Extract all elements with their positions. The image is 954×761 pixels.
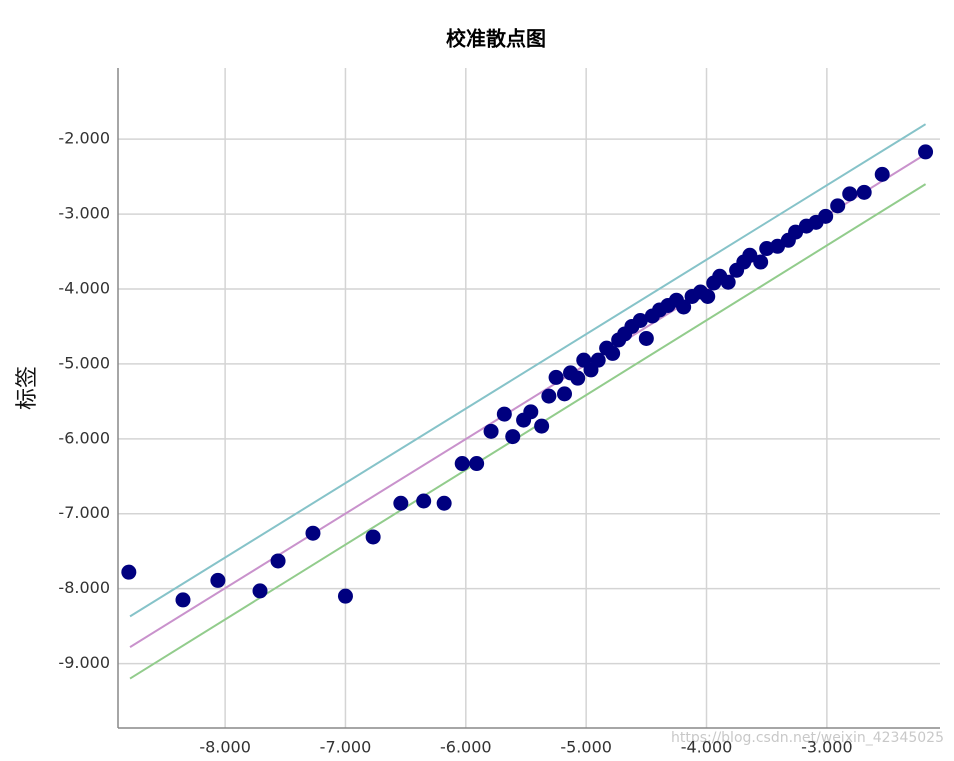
x-tick-label: -5.000 xyxy=(560,738,612,757)
point xyxy=(676,299,692,315)
point xyxy=(337,588,353,604)
point xyxy=(632,312,648,328)
point xyxy=(305,525,321,541)
line xyxy=(129,183,927,680)
point xyxy=(469,456,485,472)
chart-title: 校准散点图 xyxy=(446,27,546,51)
point xyxy=(818,208,834,224)
point xyxy=(496,406,512,422)
line xyxy=(129,123,927,618)
point xyxy=(454,456,470,472)
point xyxy=(700,288,716,304)
y-tick-label: -2.000 xyxy=(58,129,110,148)
point xyxy=(252,583,268,599)
point xyxy=(856,184,872,200)
y-tick-label: -5.000 xyxy=(58,353,110,372)
y-axis-label: 标签 xyxy=(15,366,40,410)
point xyxy=(605,345,621,361)
point xyxy=(534,418,550,434)
point xyxy=(270,553,286,569)
x-tick-label: -6.000 xyxy=(440,738,492,757)
watermark: https://blog.csdn.net/weixin_42345025 xyxy=(671,730,944,746)
point xyxy=(590,352,606,368)
point xyxy=(753,254,769,270)
point xyxy=(720,274,736,290)
point xyxy=(523,404,539,420)
y-tick-label: -4.000 xyxy=(58,278,110,297)
y-tick-label: -3.000 xyxy=(58,204,110,223)
point xyxy=(842,186,858,202)
point xyxy=(830,198,846,214)
point xyxy=(175,592,191,608)
x-tick-label: -4.000 xyxy=(681,738,733,757)
point xyxy=(548,369,564,385)
point xyxy=(541,388,557,404)
point xyxy=(483,423,499,439)
point xyxy=(121,564,137,580)
y-tick-label: -6.000 xyxy=(58,428,110,447)
point xyxy=(742,247,758,263)
x-tick-label: -3.000 xyxy=(801,738,853,757)
point xyxy=(393,495,409,511)
x-tick-label: -7.000 xyxy=(320,738,372,757)
y-tick-label: -9.000 xyxy=(58,653,110,672)
point xyxy=(918,144,934,160)
point xyxy=(557,386,573,402)
point xyxy=(874,166,890,182)
point xyxy=(505,429,521,445)
point xyxy=(210,572,226,588)
point xyxy=(570,370,586,386)
point xyxy=(365,529,381,545)
y-tick-label: -7.000 xyxy=(58,503,110,522)
x-tick-label: -8.000 xyxy=(199,738,251,757)
point xyxy=(638,330,654,346)
point xyxy=(416,493,432,509)
y-tick-label: -8.000 xyxy=(58,578,110,597)
point xyxy=(436,495,452,511)
